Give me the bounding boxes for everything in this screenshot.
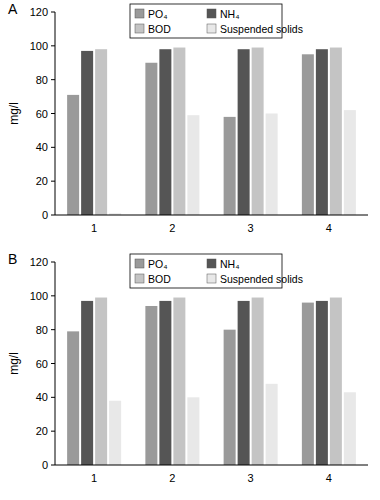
bar (316, 301, 328, 465)
bar (252, 48, 264, 215)
y-axis (55, 12, 56, 215)
legend-swatch (135, 274, 144, 283)
y-tick (51, 329, 55, 330)
bar (266, 114, 278, 216)
bar (159, 301, 171, 465)
bar (344, 110, 356, 215)
bar (302, 54, 314, 215)
y-tick-label: 100 (30, 40, 48, 52)
bar (81, 51, 93, 215)
y-tick-label: 20 (36, 175, 48, 187)
panel: Bmg/l 0 20 40 60 80 100 120 1 2 3 4 PO₄ NH₄ BOD Suspend… (7, 251, 368, 484)
x-tick-label: 1 (91, 222, 97, 234)
bar (224, 330, 236, 465)
y-tick (51, 113, 55, 114)
y-tick (51, 295, 55, 296)
legend-label: Suspended solids (220, 273, 303, 285)
bar (67, 331, 79, 465)
legend-label: PO₄ (148, 258, 167, 270)
y-tick-label: 80 (36, 324, 48, 336)
bar (145, 306, 157, 465)
y-tick-label: 0 (42, 209, 48, 221)
legend-label: BOD (148, 273, 171, 285)
y-axis (55, 262, 56, 465)
x-tick-label: 2 (169, 222, 175, 234)
y-tick (51, 431, 55, 432)
bar (187, 397, 199, 465)
legend-swatch (135, 9, 144, 18)
bar (302, 303, 314, 465)
y-tick-label: 0 (42, 459, 48, 471)
legend: PO₄ NH₄ BOD Suspended solids (130, 254, 303, 288)
bar (109, 401, 121, 465)
legend-label: Suspended solids (220, 23, 303, 35)
legend-swatch (207, 9, 216, 18)
legend-swatch (207, 24, 216, 33)
bar (224, 117, 236, 215)
bar (145, 63, 157, 215)
bar (330, 48, 342, 215)
bar (159, 49, 171, 215)
panel-label: A (8, 1, 18, 17)
y-tick (51, 465, 55, 466)
bar (95, 298, 107, 465)
y-tick-label: 120 (30, 6, 48, 18)
x-tick-label: 2 (169, 472, 175, 484)
bar (238, 301, 250, 465)
legend-label: PO₄ (148, 8, 167, 20)
legend-swatch (135, 24, 144, 33)
y-tick-label: 20 (36, 425, 48, 437)
legend-swatch (207, 259, 216, 268)
x-tick-label: 3 (248, 472, 254, 484)
panel-label: B (8, 251, 17, 267)
legend-label: NH₄ (220, 8, 239, 20)
figure: Amg/l0204060801001201234PO₄NH₄BODSuspend… (0, 0, 380, 500)
bars (67, 48, 356, 215)
bar (330, 298, 342, 465)
y-tick (51, 215, 55, 216)
bar (238, 49, 250, 215)
y-tick (51, 147, 55, 148)
bar (173, 298, 185, 465)
y-tick (51, 262, 55, 263)
y-tick-label: 60 (36, 108, 48, 120)
legend-label: BOD (148, 23, 171, 35)
y-tick (51, 397, 55, 398)
y-tick-label: 120 (30, 256, 48, 268)
x-tick-label: 3 (248, 222, 254, 234)
bars (67, 298, 356, 465)
y-tick-label: 80 (36, 74, 48, 86)
y-tick-label: 40 (36, 391, 48, 403)
bar (266, 384, 278, 465)
bar (344, 392, 356, 465)
y-tick-label: 40 (36, 141, 48, 153)
bar (187, 115, 199, 215)
x-tick-label: 4 (326, 222, 332, 234)
y-tick (51, 79, 55, 80)
legend-label: NH₄ (220, 258, 239, 270)
y-axis-label: mg/l (7, 352, 21, 375)
bar (81, 301, 93, 465)
y-tick (51, 363, 55, 364)
bar (67, 95, 79, 215)
y-tick (51, 181, 55, 182)
bar (316, 49, 328, 215)
bar (173, 48, 185, 215)
y-tick (51, 12, 55, 13)
legend: PO₄ NH₄ BOD Suspended solids (130, 4, 303, 38)
legend-swatch (207, 274, 216, 283)
x-axis (55, 465, 368, 466)
y-tick (51, 45, 55, 46)
bar (95, 49, 107, 215)
x-axis (55, 215, 368, 216)
x-tick-label: 1 (91, 472, 97, 484)
y-tick-label: 100 (30, 290, 48, 302)
y-tick-label: 60 (36, 358, 48, 370)
bar (252, 298, 264, 465)
y-axis-label: mg/l (7, 102, 21, 125)
panel: Amg/l 0 20 40 60 80 100 120 1 2 3 4 PO₄ NH₄ BOD Suspend… (7, 1, 368, 234)
legend-swatch (135, 259, 144, 268)
x-tick-label: 4 (326, 472, 332, 484)
